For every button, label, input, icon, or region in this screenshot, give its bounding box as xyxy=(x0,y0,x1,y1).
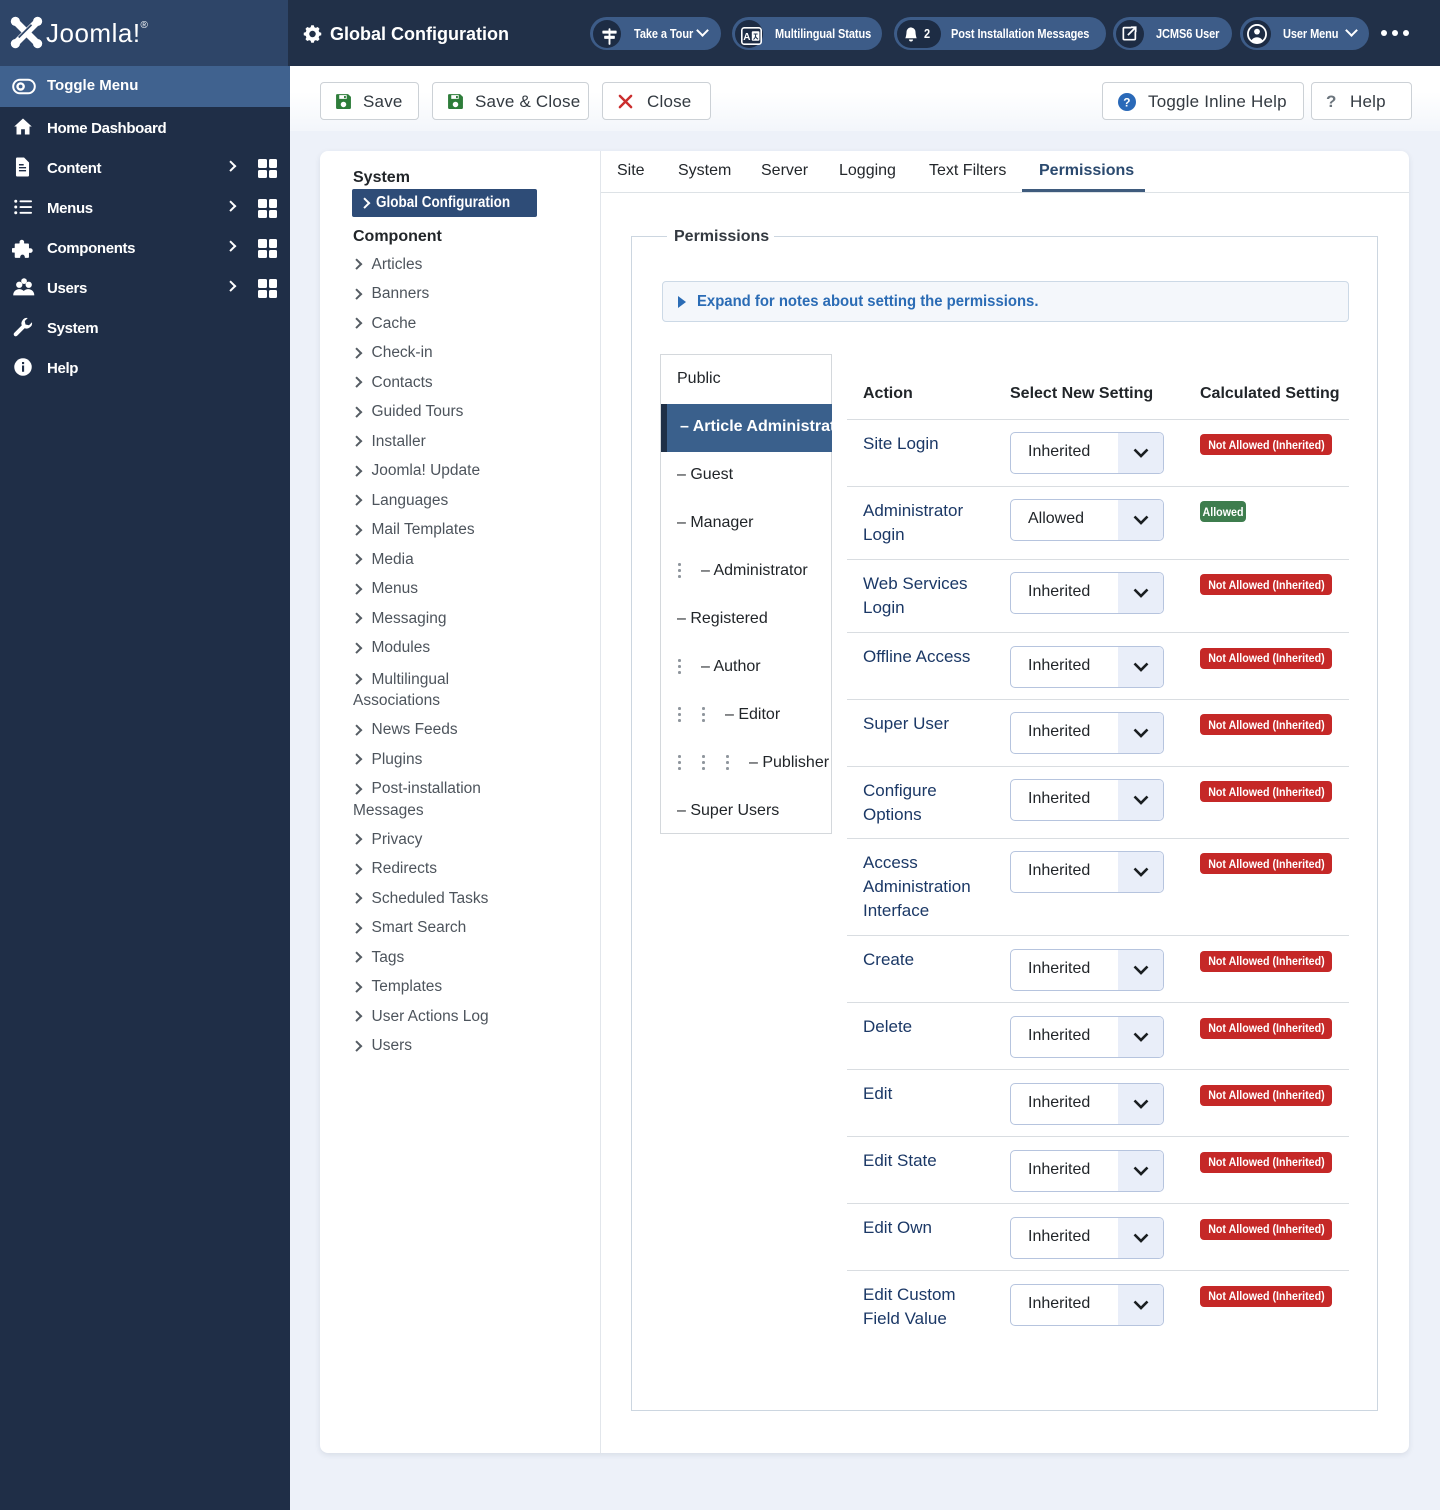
svg-text:A: A xyxy=(743,32,750,43)
svg-text:?: ? xyxy=(1123,95,1130,109)
